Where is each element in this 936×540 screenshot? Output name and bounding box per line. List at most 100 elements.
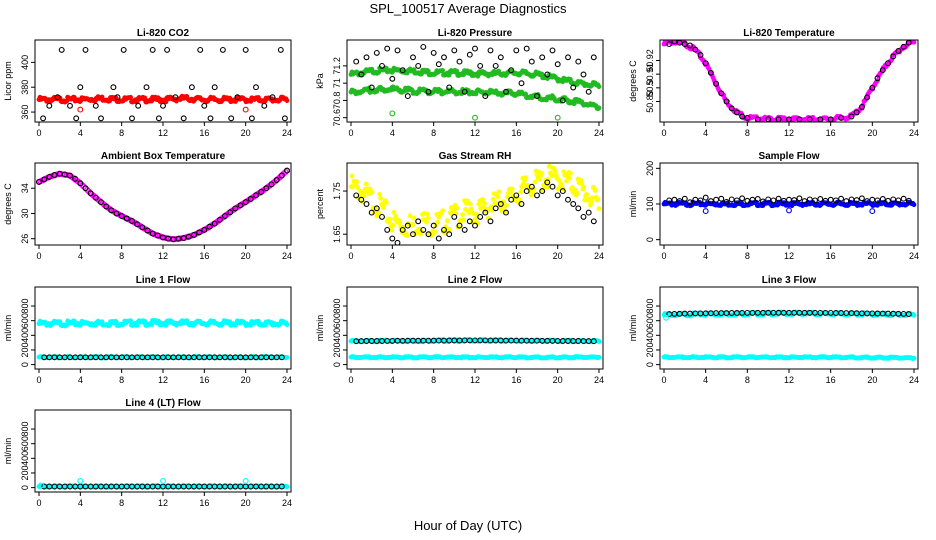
data-point bbox=[663, 314, 670, 321]
data-point bbox=[466, 51, 473, 58]
x-tick-label: 12 bbox=[158, 498, 168, 508]
data-point bbox=[160, 478, 166, 484]
y-tick-label: 0 bbox=[645, 237, 655, 242]
band-mark bbox=[911, 355, 917, 361]
curve-mark bbox=[80, 183, 87, 190]
data-point bbox=[201, 102, 208, 109]
plot-area bbox=[36, 317, 290, 361]
data-point bbox=[858, 195, 865, 202]
data-point bbox=[197, 46, 204, 53]
x-tick-label: 0 bbox=[661, 375, 666, 385]
x-tick-label: 16 bbox=[826, 251, 836, 261]
data-point bbox=[554, 61, 561, 68]
data-point bbox=[269, 94, 276, 101]
data-point bbox=[838, 114, 845, 121]
data-point bbox=[253, 84, 259, 91]
data-point bbox=[554, 192, 561, 199]
band-mark bbox=[589, 195, 595, 201]
data-point bbox=[379, 213, 385, 220]
band-mark bbox=[383, 200, 389, 205]
data-point bbox=[853, 197, 860, 204]
band-mark bbox=[592, 187, 598, 193]
data-point bbox=[248, 115, 255, 122]
data-point bbox=[242, 478, 249, 484]
panel-title: Ambient Box Temperature bbox=[101, 151, 226, 162]
y-tick-label: 50.89 bbox=[645, 90, 655, 113]
band-mark bbox=[369, 189, 375, 195]
data-point bbox=[46, 102, 53, 109]
x-tick-label: 24 bbox=[282, 128, 292, 138]
data-point bbox=[237, 202, 244, 209]
data-point bbox=[728, 196, 735, 203]
data-point bbox=[890, 196, 897, 203]
data-point bbox=[702, 60, 709, 67]
x-tick-label: 16 bbox=[199, 251, 209, 261]
data-point bbox=[570, 84, 577, 91]
y-tick-label: 400 bbox=[20, 328, 30, 343]
data-point bbox=[796, 195, 803, 202]
data-point bbox=[149, 46, 156, 53]
data-point bbox=[477, 213, 484, 220]
data-point bbox=[456, 58, 463, 65]
plot-area bbox=[348, 43, 602, 121]
data-point bbox=[585, 209, 592, 216]
panel-title: Li-820 Temperature bbox=[743, 28, 835, 39]
x-tick-label: 4 bbox=[390, 128, 395, 138]
data-point bbox=[775, 195, 782, 202]
data-point bbox=[451, 213, 458, 220]
data-point bbox=[98, 115, 104, 122]
data-point bbox=[539, 188, 546, 195]
data-point bbox=[394, 47, 401, 54]
data-point bbox=[191, 231, 197, 238]
data-point bbox=[185, 233, 192, 240]
data-point bbox=[749, 196, 756, 203]
band-mark bbox=[567, 175, 572, 181]
data-point bbox=[765, 196, 772, 203]
data-point bbox=[905, 197, 912, 204]
data-point bbox=[590, 338, 597, 345]
y-axis-label: Licor ppm bbox=[3, 61, 13, 101]
band-mark bbox=[596, 105, 602, 111]
band-mark bbox=[404, 233, 410, 238]
data-point bbox=[281, 115, 288, 122]
x-tick-label: 0 bbox=[348, 128, 353, 138]
band-mark bbox=[461, 217, 466, 223]
data-point bbox=[129, 115, 135, 122]
data-point bbox=[565, 196, 571, 203]
plot-area bbox=[348, 163, 602, 245]
band-mark bbox=[568, 170, 573, 176]
data-point bbox=[728, 105, 735, 112]
x-tick-label: 20 bbox=[241, 375, 251, 385]
data-point bbox=[492, 205, 499, 212]
data-point bbox=[164, 46, 171, 53]
data-point bbox=[139, 224, 146, 231]
data-point bbox=[389, 75, 396, 82]
x-tick-label: 20 bbox=[867, 251, 877, 261]
y-tick-label: 360 bbox=[20, 105, 30, 120]
data-point bbox=[273, 177, 280, 183]
data-point bbox=[389, 235, 396, 242]
x-tick-label: 20 bbox=[867, 128, 877, 138]
data-point bbox=[513, 192, 520, 199]
data-point bbox=[853, 109, 860, 116]
data-point bbox=[770, 197, 777, 204]
x-tick-label: 8 bbox=[431, 251, 436, 261]
plot-area bbox=[36, 46, 290, 122]
data-point bbox=[801, 198, 808, 205]
data-point bbox=[258, 189, 265, 195]
band-mark bbox=[472, 217, 478, 222]
data-point bbox=[456, 222, 463, 229]
plot-area bbox=[661, 309, 917, 361]
data-point bbox=[410, 54, 416, 61]
x-tick-label: 16 bbox=[199, 498, 209, 508]
x-tick-label: 24 bbox=[909, 251, 919, 261]
y-tick-label: 200 bbox=[20, 342, 30, 357]
data-point bbox=[435, 235, 442, 242]
data-point bbox=[420, 43, 427, 50]
data-point bbox=[143, 84, 150, 91]
data-point bbox=[523, 45, 530, 52]
